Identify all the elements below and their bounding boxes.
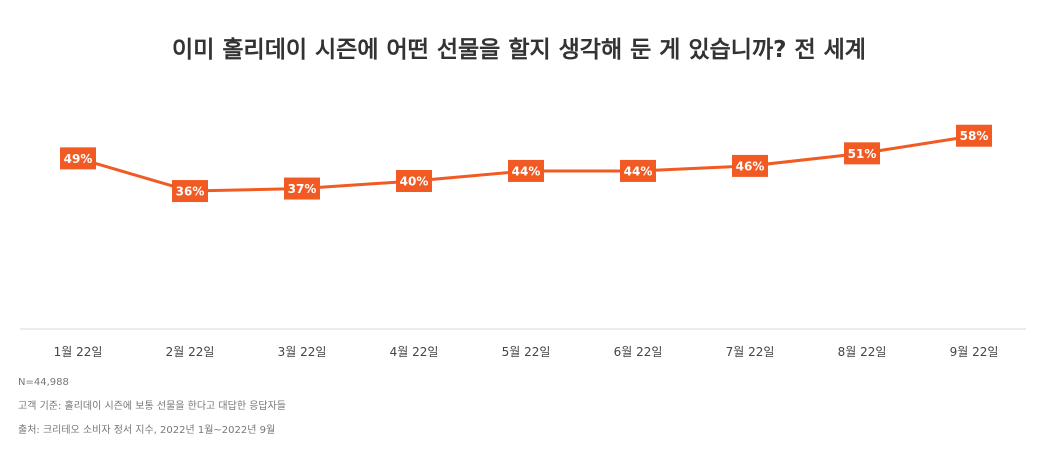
data-label: 51% xyxy=(848,147,877,161)
data-label: 36% xyxy=(176,185,205,199)
data-label: 49% xyxy=(64,152,93,166)
chart-notes: N=44,988 고객 기준: 홀리데이 시즌에 보통 선물을 한다고 대답한 … xyxy=(18,377,286,449)
source-note: 출처: 크리테오 소비자 정서 지수, 2022년 1월~2022년 9월 xyxy=(18,425,276,436)
x-tick-label: 5월 22일 xyxy=(502,345,551,359)
x-tick-label: 2월 22일 xyxy=(166,345,215,359)
data-label-box xyxy=(60,147,96,170)
data-label: 44% xyxy=(512,164,541,178)
data-label-box xyxy=(732,154,768,177)
data-label-box xyxy=(284,177,320,200)
data-label-box xyxy=(956,124,992,147)
data-label-box xyxy=(172,180,208,203)
data-label: 40% xyxy=(400,175,429,189)
x-tick-label: 8월 22일 xyxy=(838,345,887,359)
data-label: 58% xyxy=(960,129,989,143)
data-label: 37% xyxy=(288,182,317,196)
data-label-box xyxy=(396,170,432,192)
chart-title: 이미 홀리데이 시즌에 어떤 선물을 할지 생각해 둔 게 있습니까? 전 세계 xyxy=(172,37,866,63)
sample-size-note: N=44,988 xyxy=(18,377,69,388)
respondent-base-note: 고객 기준: 홀리데이 시즌에 보통 선물을 한다고 대답한 응답자들 xyxy=(18,401,286,412)
data-label-box xyxy=(620,159,656,182)
x-tick-label: 6월 22일 xyxy=(614,345,663,359)
data-label-box xyxy=(508,159,544,182)
x-tick-label: 1월 22일 xyxy=(54,345,103,359)
x-tick-label: 3월 22일 xyxy=(278,345,327,359)
x-tick-label: 7월 22일 xyxy=(726,345,775,359)
data-label: 46% xyxy=(736,159,765,173)
data-label-box xyxy=(844,142,880,165)
x-tick-label: 9월 22일 xyxy=(950,345,999,359)
x-tick-label: 4월 22일 xyxy=(390,345,439,359)
data-label: 44% xyxy=(624,164,653,178)
